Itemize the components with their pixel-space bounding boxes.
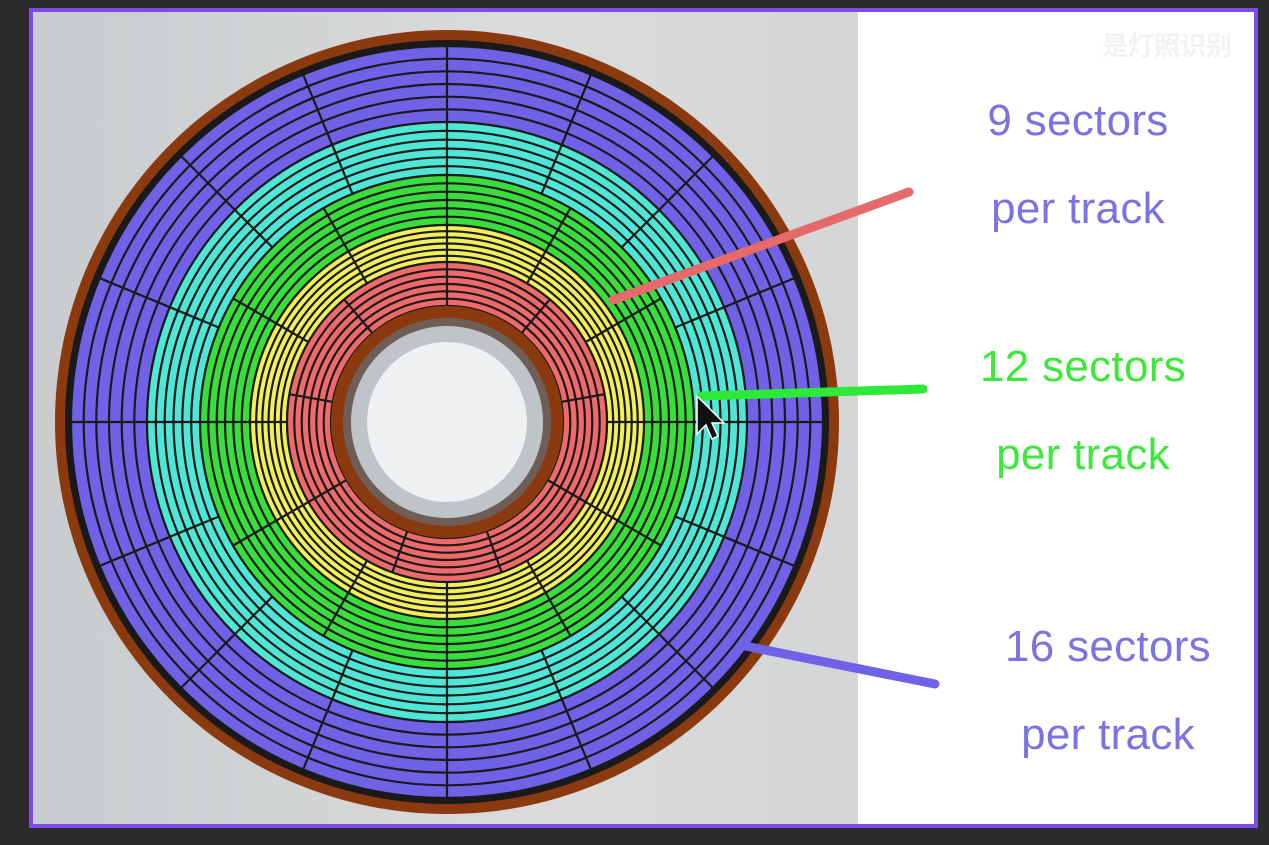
outer-zone-sector-divider bbox=[302, 698, 334, 770]
green-zone-sector-divider bbox=[232, 297, 277, 325]
outer-zone-sector-divider bbox=[99, 535, 171, 567]
disk-diagram bbox=[55, 30, 940, 814]
green-zone-sector-divider bbox=[232, 519, 277, 547]
outer-zone-per-track-text: per track bbox=[1021, 710, 1195, 759]
outer-zone-sector-divider bbox=[658, 633, 714, 689]
hub-hole bbox=[367, 342, 527, 502]
yellow-zone-sector-divider bbox=[585, 322, 619, 343]
red-zone-sector-divider bbox=[289, 393, 333, 403]
outer-zone-sector-divider bbox=[99, 277, 171, 309]
red-zone-sector-divider bbox=[485, 530, 503, 573]
green-zone-sector-divider bbox=[544, 592, 572, 637]
red-zone-sector-divider bbox=[307, 479, 348, 503]
pointer-lines bbox=[608, 187, 940, 689]
outer-zone-sector-divider bbox=[723, 535, 795, 567]
green-zone-sector-divider bbox=[322, 592, 350, 637]
outer-zone-sector-divider bbox=[658, 155, 714, 211]
yellow-zone-sector-divider bbox=[585, 501, 619, 522]
outer-zone-count-text: 16 sectors bbox=[1005, 622, 1211, 671]
cyan-zone-sector-divider bbox=[540, 649, 563, 700]
red-zone-sector-divider bbox=[520, 298, 551, 334]
red-zone-sector-divider bbox=[343, 298, 374, 334]
green-zone-sector-divider bbox=[617, 519, 662, 547]
outer-zone-sector-divider bbox=[560, 698, 592, 770]
green-zone-sector-divider bbox=[544, 207, 572, 252]
cyan-zone-sector-divider bbox=[674, 306, 725, 329]
middle-zone-label: 12 sectors per track bbox=[958, 342, 1208, 480]
outer-zone-pointer bbox=[740, 641, 940, 689]
middle-zone-count-text: 12 sectors bbox=[980, 342, 1186, 391]
red-zone-sector-divider bbox=[546, 479, 587, 503]
yellow-zone-sector-divider bbox=[275, 501, 309, 522]
inner-zone-count-text: 9 sectors bbox=[987, 96, 1169, 145]
cyan-zone-sector-divider bbox=[169, 515, 220, 538]
red-zone-sector-divider bbox=[561, 393, 605, 403]
yellow-zone-sector-divider bbox=[347, 560, 368, 594]
cyan-zone-sector-divider bbox=[331, 144, 354, 195]
yellow-zone-sector-divider bbox=[526, 250, 547, 284]
yellow-zone-sector-divider bbox=[347, 250, 368, 284]
middle-zone-per-track-text: per track bbox=[996, 430, 1170, 479]
inner-zone-pointer bbox=[608, 187, 914, 305]
cyan-zone-sector-divider bbox=[169, 306, 220, 329]
inner-zone-per-track-text: per track bbox=[991, 184, 1165, 233]
middle-zone-pointer bbox=[696, 384, 928, 401]
inner-zone-label: 9 sectors per track bbox=[953, 96, 1203, 234]
slide-frame: 9 sectors per track 12 sectors per track… bbox=[29, 8, 1258, 828]
green-zone-sector-divider bbox=[322, 207, 350, 252]
cyan-zone-sector-divider bbox=[331, 649, 354, 700]
cyan-zone-sector-divider bbox=[620, 595, 660, 635]
cyan-zone-sector-divider bbox=[234, 209, 274, 249]
outer-zone-sector-divider bbox=[180, 155, 236, 211]
outer-zone-sector-divider bbox=[560, 74, 592, 146]
hard-disk-platter bbox=[55, 30, 839, 814]
green-zone-sector-divider bbox=[617, 297, 662, 325]
cyan-zone-sector-divider bbox=[234, 595, 274, 635]
outer-zone-sector-divider bbox=[180, 633, 236, 689]
red-zone-sector-divider bbox=[391, 530, 409, 573]
cyan-zone-sector-divider bbox=[674, 515, 725, 538]
outer-zone-label: 16 sectors per track bbox=[983, 622, 1233, 760]
cyan-zone-sector-divider bbox=[620, 209, 660, 249]
yellow-zone-sector-divider bbox=[275, 322, 309, 343]
outer-zone-sector-divider bbox=[723, 277, 795, 309]
yellow-zone-sector-divider bbox=[526, 560, 547, 594]
outer-zone-sector-divider bbox=[302, 74, 334, 146]
watermark-text: 是灯照识别 bbox=[1101, 31, 1232, 61]
mouse-cursor-icon bbox=[696, 394, 726, 441]
cyan-zone-sector-divider bbox=[540, 144, 563, 195]
